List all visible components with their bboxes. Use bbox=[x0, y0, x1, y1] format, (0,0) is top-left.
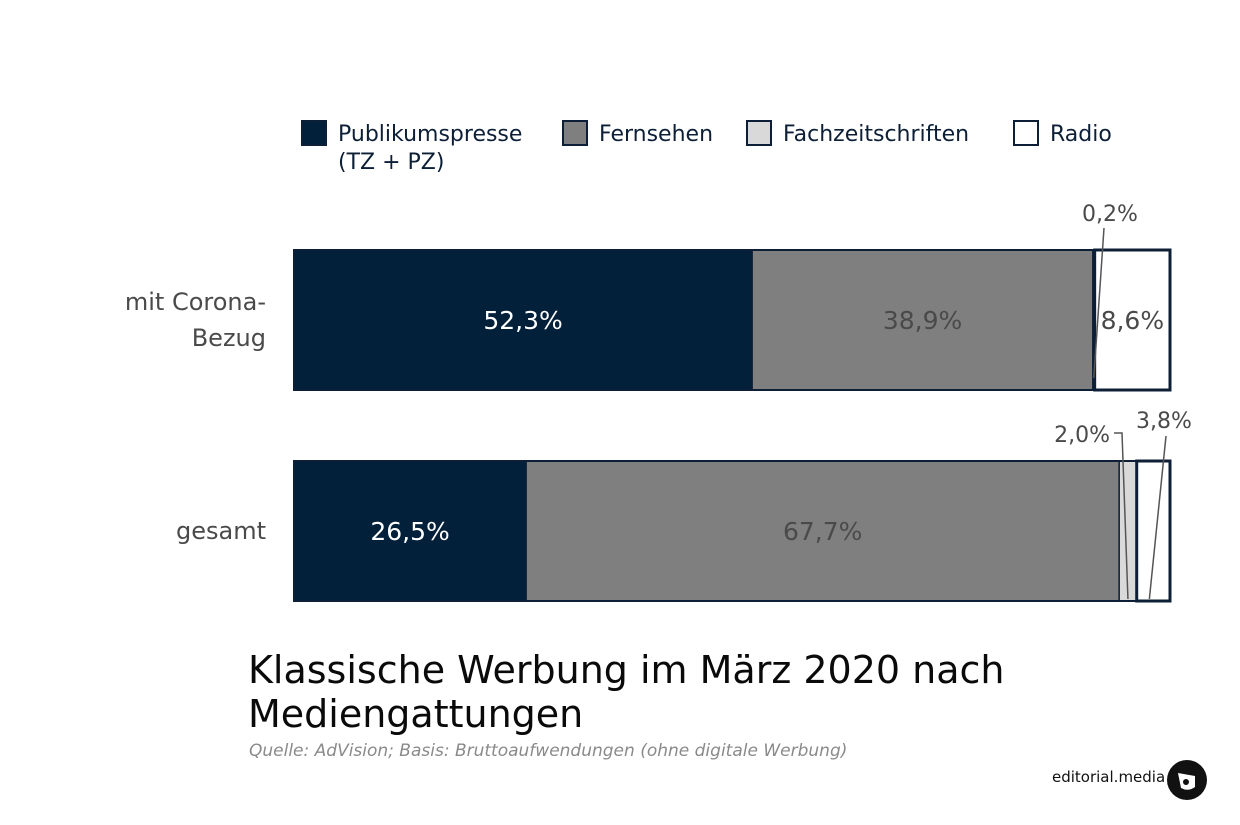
bars bbox=[293, 248, 1172, 603]
data-label-gesamt-radio: 3,8% bbox=[1136, 409, 1192, 434]
bar-gesamt-radio bbox=[1135, 459, 1172, 603]
brand-name: editorial.media bbox=[1052, 768, 1166, 786]
chart-source: Quelle: AdVision; Basis: Bruttoaufwendun… bbox=[249, 741, 848, 761]
legend-label-publikumspresse-line2: (TZ + PZ) bbox=[338, 150, 444, 175]
data-label-gesamt-radio-leader bbox=[1148, 435, 1167, 600]
bar-mit-corona-bezug-fernsehen bbox=[751, 249, 1094, 391]
legend-swatch-fernsehen bbox=[562, 120, 588, 146]
data-label-gesamt-fernsehen: 67,7% bbox=[783, 517, 862, 546]
data-label-mit-corona-bezug-fachzeitschriften: 0,2% bbox=[1082, 202, 1138, 227]
bar-frame-mit-corona-bezug bbox=[293, 249, 1171, 391]
category-label-gesamt: gesamt bbox=[176, 517, 266, 545]
legend-label-fachzeitschriften: Fachzeitschriften bbox=[783, 122, 969, 147]
editorial-media-logo-icon bbox=[1167, 760, 1207, 800]
callouts: 0,2% 2,0% 3,8% bbox=[1054, 202, 1192, 600]
data-label-gesamt-publikumspresse: 26,5% bbox=[370, 517, 449, 546]
bar-mit-corona-bezug-publikumspresse bbox=[293, 249, 753, 391]
data-label-mit-corona-bezug-radio: 8,6% bbox=[1101, 306, 1165, 335]
category-label-mit-corona-bezug: mit Corona- bbox=[125, 288, 266, 316]
legend-label-radio: Radio bbox=[1050, 122, 1112, 147]
data-label-mit-corona-bezug-fernsehen: 38,9% bbox=[883, 306, 962, 335]
data-label-gesamt-fachzeitschriften-leader bbox=[1114, 432, 1129, 600]
segment-labels: 52,3% 38,9% 8,6% 26,5% 67,7% bbox=[370, 306, 1164, 546]
stacked-bar-chart: Publikumspresse (TZ + PZ) Fernsehen Fachzei… bbox=[125, 120, 1192, 603]
chart-title: Klassische Werbung im März 2020 nach Med… bbox=[248, 648, 1005, 736]
data-label-gesamt-fachzeitschriften: 2,0% bbox=[1054, 423, 1110, 448]
data-label-mit-corona-bezug-publikumspresse: 52,3% bbox=[483, 306, 562, 335]
legend-label-fernsehen: Fernsehen bbox=[599, 122, 713, 147]
legend-swatch-publikumspresse bbox=[301, 120, 327, 146]
legend-swatch-radio bbox=[1013, 120, 1039, 146]
legend: Publikumspresse (TZ + PZ) Fernsehen Fachzei… bbox=[301, 120, 1112, 175]
bar-gesamt-publikumspresse bbox=[293, 460, 527, 602]
category-label-mit-corona-bezug-line2: Bezug bbox=[192, 324, 266, 352]
legend-swatch-fachzeitschriften bbox=[746, 120, 772, 146]
bar-frame-gesamt bbox=[293, 460, 1171, 602]
category-labels: mit Corona- Bezug gesamt bbox=[125, 288, 266, 545]
legend-label-publikumspresse: Publikumspresse bbox=[338, 122, 522, 147]
data-label-mit-corona-bezug-fachzeitschriften-leader bbox=[1093, 227, 1105, 379]
